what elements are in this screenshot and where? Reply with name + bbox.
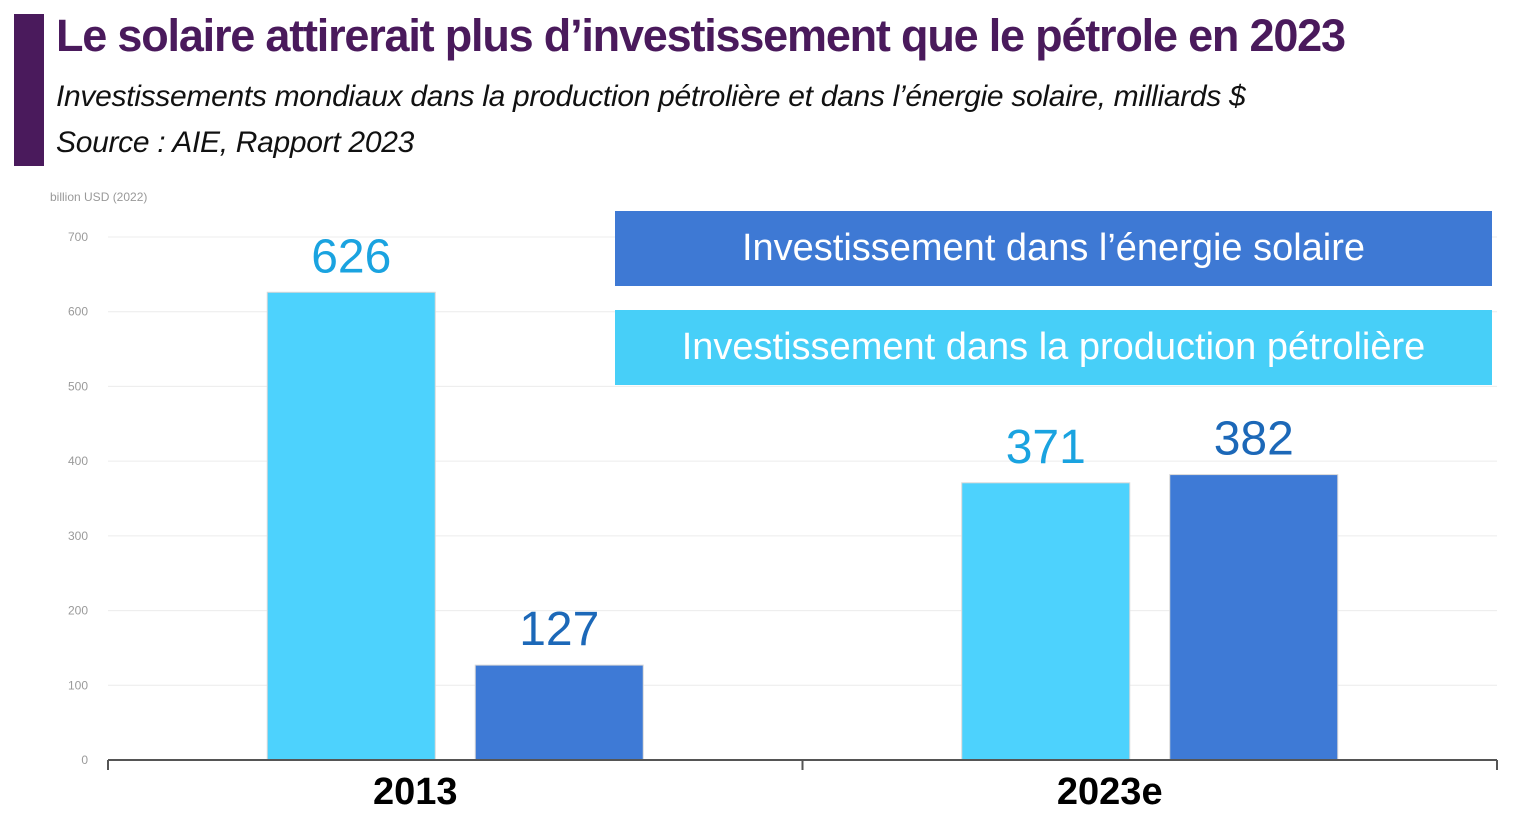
bar [474, 664, 644, 761]
data-label: 382 [1214, 413, 1294, 466]
chart-subtitle: Investissements mondiaux dans la product… [56, 80, 1246, 113]
legend-solar: Investissement dans l’énergie solaire [615, 211, 1492, 286]
y-tick-label: 300 [68, 529, 88, 543]
x-axis: 2013 2023e [107, 759, 1498, 813]
y-tick-label: 400 [68, 454, 88, 468]
bar [266, 291, 436, 761]
y-axis-ticks: 0 100 200 300 400 500 600 700 [68, 230, 88, 767]
title-accent-bar [14, 14, 44, 166]
y-tick-label: 500 [68, 379, 88, 393]
chart-title: Le solaire attirerait plus d’investissem… [56, 10, 1346, 61]
y-tick-label: 700 [68, 230, 88, 244]
x-tick-label: 2023e [1057, 771, 1163, 813]
y-tick-label: 200 [68, 604, 88, 618]
data-label: 371 [1006, 421, 1086, 474]
legend-oil: Investissement dans la production pétrol… [615, 310, 1492, 385]
y-axis-unit-label: billion USD (2022) [50, 190, 148, 204]
chart-source: Source : AIE, Rapport 2023 [56, 126, 414, 159]
x-tick-label: 2013 [373, 771, 458, 813]
bars [266, 291, 1339, 761]
data-labels: 626 127 371 382 [311, 230, 1294, 656]
y-tick-label: 0 [81, 753, 88, 767]
y-tick-label: 600 [68, 305, 88, 319]
bar [961, 482, 1131, 761]
data-label: 127 [519, 603, 599, 656]
y-tick-label: 100 [68, 678, 88, 692]
bar [1169, 474, 1339, 761]
data-label: 626 [311, 230, 391, 283]
